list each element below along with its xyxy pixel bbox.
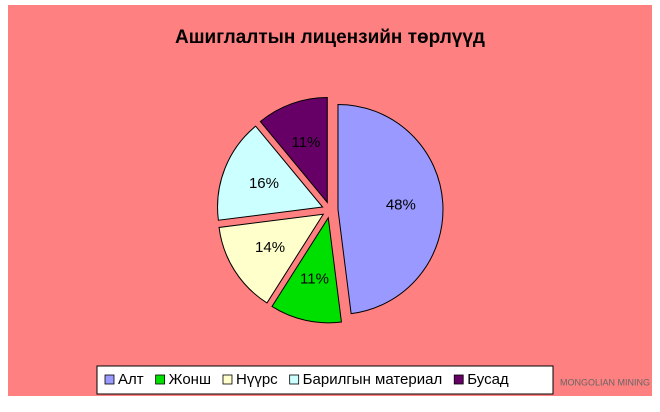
legend-swatch xyxy=(289,374,300,385)
pie-slice xyxy=(217,125,324,221)
data-label: 11% xyxy=(291,134,320,151)
legend-label: Алт xyxy=(118,371,144,388)
data-label: 14% xyxy=(255,239,285,256)
pie-slice xyxy=(218,213,325,304)
legend-swatch xyxy=(104,374,115,385)
legend-box xyxy=(96,365,554,395)
plot-background xyxy=(8,5,652,396)
legend-label: Жонш xyxy=(169,371,211,388)
pie-slice xyxy=(259,96,328,204)
data-label: 16% xyxy=(249,175,279,192)
data-label: 11% xyxy=(300,270,329,287)
legend-swatch xyxy=(453,374,464,385)
legend-swatch xyxy=(222,374,233,385)
legend-swatch xyxy=(155,374,166,385)
chart-title: Ашиглалтын лицензийн төрлүүд xyxy=(175,27,485,48)
pie-slice xyxy=(271,216,342,324)
watermark: MONGOLIAN MINING xyxy=(560,377,650,387)
legend-label: Барилгын материал xyxy=(303,371,443,388)
legend-label: Нүүрс xyxy=(236,371,278,388)
pie-slice xyxy=(337,103,444,315)
legend-label: Бусад xyxy=(467,371,509,388)
data-label: 48% xyxy=(386,197,416,214)
